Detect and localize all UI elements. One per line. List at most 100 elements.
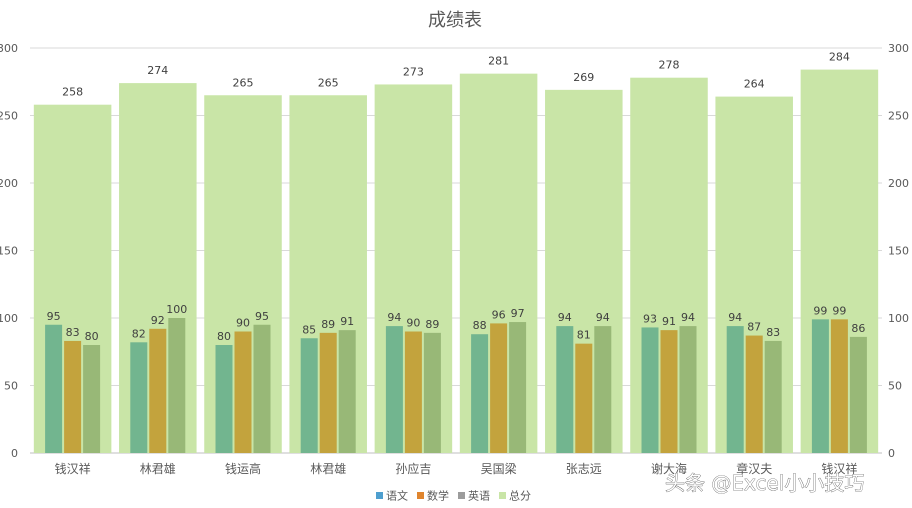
subject-bar (849, 336, 867, 453)
subject-bar (338, 330, 356, 453)
legend-entry: 数学 (427, 489, 449, 503)
x-tick-label: 钱运高 (225, 461, 261, 476)
subject-data-label: 82 (132, 327, 146, 340)
legend-entry: 语文 (386, 489, 408, 503)
subject-data-label: 94 (681, 311, 695, 324)
subject-bar (745, 335, 763, 453)
subject-data-label: 95 (255, 310, 269, 323)
subject-data-label: 80 (85, 330, 99, 343)
subject-data-label: 86 (851, 322, 865, 335)
subject-bar (83, 345, 101, 453)
total-data-label: 265 (318, 76, 339, 89)
subject-data-label: 80 (217, 330, 231, 343)
legend-swatch (417, 492, 424, 499)
subject-data-label: 89 (321, 318, 335, 331)
subject-bar (385, 326, 403, 453)
subject-bar (726, 326, 744, 453)
subject-bar (423, 332, 441, 453)
subject-data-label: 83 (66, 326, 80, 339)
x-tick-label: 章汉夫 (736, 461, 772, 476)
total-data-label: 274 (147, 64, 168, 77)
subject-bar (509, 322, 527, 453)
subject-data-label: 94 (728, 311, 742, 324)
subject-bar (64, 340, 82, 453)
subject-bar (319, 332, 337, 453)
y-axis-left: 0 50 100 150 200 250 300 (0, 42, 18, 460)
subject-data-label: 81 (577, 329, 591, 342)
subject-data-label: 97 (511, 307, 525, 320)
subject-data-label: 99 (832, 304, 846, 317)
legend-entry: 总分 (509, 489, 531, 503)
subject-data-label: 100 (166, 303, 187, 316)
subject-data-label: 91 (662, 315, 676, 328)
total-data-label: 264 (744, 78, 765, 91)
y-tick-left: 250 (0, 110, 18, 123)
total-data-label: 258 (62, 86, 83, 99)
y-tick-left: 300 (0, 42, 18, 55)
total-data-label: 281 (488, 55, 509, 68)
total-data-label: 269 (573, 71, 594, 84)
subject-data-label: 92 (151, 314, 165, 327)
subject-bar (149, 328, 167, 453)
subject-data-label: 87 (747, 321, 761, 334)
subject-bar (811, 319, 829, 453)
y-tick-right: 200 (888, 177, 909, 190)
subject-bar (830, 319, 848, 453)
total-data-label: 273 (403, 65, 424, 78)
subject-data-label: 89 (425, 318, 439, 331)
chart-title: 成绩表 (428, 10, 482, 31)
legend-entry: 英语 (468, 489, 490, 503)
y-tick-right: 150 (888, 245, 909, 258)
subject-bar (660, 330, 678, 453)
subject-bar (404, 331, 422, 453)
subject-bar (130, 342, 148, 453)
y-tick-right: 100 (888, 312, 909, 325)
subject-data-label: 83 (766, 326, 780, 339)
y-tick-left: 50 (4, 380, 18, 393)
subject-data-label: 99 (813, 304, 827, 317)
x-tick-label: 钱汉祥 (55, 461, 91, 476)
y-tick-right: 300 (888, 42, 909, 55)
subject-data-label: 95 (47, 310, 61, 323)
x-tick-label: 孙应吉 (395, 461, 431, 476)
subject-data-label: 94 (558, 311, 572, 324)
x-tick-label: 谢大海 (651, 461, 687, 476)
subject-data-label: 90 (236, 317, 250, 330)
subject-bar (764, 340, 782, 453)
legend-swatch (376, 492, 383, 499)
y-tick-right: 50 (888, 380, 902, 393)
subject-data-label: 90 (406, 317, 420, 330)
y-tick-left: 150 (0, 245, 18, 258)
y-tick-left: 200 (0, 177, 18, 190)
subject-data-label: 94 (596, 311, 610, 324)
subject-bar (490, 323, 508, 453)
subject-bar (253, 324, 271, 453)
watermark: 头条 @Excel小小技巧 (665, 471, 864, 495)
total-data-label: 265 (233, 76, 254, 89)
subject-data-label: 91 (340, 315, 354, 328)
subject-bar (575, 343, 593, 453)
subject-bars (45, 318, 867, 453)
x-tick-label: 吴国梁 (481, 461, 517, 476)
subject-bar (300, 338, 318, 453)
subject-data-label: 96 (492, 308, 506, 321)
y-tick-right: 0 (888, 447, 895, 460)
y-tick-right: 250 (888, 110, 909, 123)
subject-bar (45, 324, 63, 453)
subject-data-label: 85 (302, 323, 316, 336)
x-tick-label: 张志远 (566, 462, 602, 476)
subject-data-label: 88 (473, 319, 487, 332)
x-tick-label: 钱汉祥 (821, 461, 857, 476)
subject-bar (641, 327, 659, 453)
subject-bar (594, 326, 612, 453)
subject-bar (234, 331, 252, 453)
total-data-label: 278 (659, 59, 680, 72)
subject-bar (168, 318, 186, 453)
total-data-label: 284 (829, 51, 850, 64)
y-tick-left: 0 (11, 447, 18, 460)
subject-data-label: 94 (387, 311, 401, 324)
x-tick-label: 林君雄 (140, 461, 176, 476)
subject-bar (556, 326, 574, 453)
